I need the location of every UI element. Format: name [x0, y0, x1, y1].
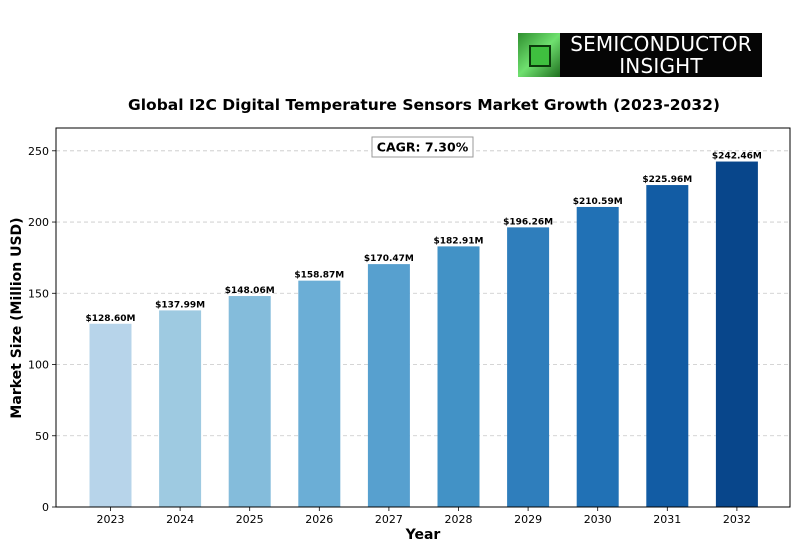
x-axis-label: Year — [405, 527, 441, 543]
bar-value-label: $148.06M — [225, 286, 275, 296]
x-tick-label: 2028 — [445, 513, 473, 526]
x-tick-label: 2030 — [584, 513, 612, 526]
y-tick-label: 150 — [28, 287, 49, 300]
y-tick-label: 200 — [28, 216, 49, 229]
y-tick-label: 0 — [42, 501, 49, 514]
y-tick-label: 100 — [28, 359, 49, 372]
x-tick-label: 2027 — [375, 513, 403, 526]
x-tick-label: 2031 — [653, 513, 681, 526]
logo-text: SEMICONDUCTOR INSIGHT — [562, 33, 760, 77]
x-tick-label: 2023 — [97, 513, 125, 526]
x-tick-label: 2024 — [166, 513, 194, 526]
semiconductor-insight-logo: SEMICONDUCTOR INSIGHT — [518, 33, 762, 77]
y-tick-label: 250 — [28, 145, 49, 158]
bar-value-labels: $128.60M $137.99M $148.06M $158.87M $170.47M… — [86, 152, 762, 324]
x-axis-ticks: 2023 2024 2025 2026 2027 2028 2029 2030 2031 2032 — [97, 507, 751, 526]
logo-line-1: SEMICONDUCTOR — [570, 32, 752, 56]
y-axis-label: Market Size (Million USD) — [9, 217, 25, 418]
y-tick-label: 50 — [35, 430, 49, 443]
bar-value-label: $242.46M — [712, 152, 762, 162]
bar-value-label: $225.96M — [642, 175, 692, 185]
bar-2030 — [576, 206, 619, 507]
bar-2025 — [228, 296, 271, 507]
bar-2028 — [437, 246, 480, 507]
bar-2031 — [646, 185, 689, 507]
cagr-annotation: CAGR: 7.30% — [371, 136, 474, 158]
bar-value-label: $210.59M — [573, 197, 623, 207]
x-tick-label: 2025 — [236, 513, 264, 526]
bar-value-label: $182.91M — [434, 236, 484, 246]
bar-2024 — [159, 310, 202, 507]
bar-2023 — [89, 323, 132, 507]
logo-line-2: INSIGHT — [619, 54, 703, 78]
y-axis-ticks: 0 50 100 150 200 250 — [28, 145, 56, 514]
bar-value-label: $128.60M — [86, 314, 136, 324]
bars — [89, 161, 758, 507]
chart-title: Global I2C Digital Temperature Sensors M… — [128, 96, 720, 114]
bar-2027 — [367, 264, 410, 507]
bar-2026 — [298, 280, 341, 507]
x-tick-label: 2026 — [305, 513, 333, 526]
bar-value-label: $170.47M — [364, 254, 414, 264]
bar-2032 — [715, 161, 758, 507]
bar-2029 — [507, 227, 550, 507]
bar-value-label: $158.87M — [294, 271, 344, 281]
chip-icon — [518, 33, 560, 77]
bar-value-label: $196.26M — [503, 217, 553, 227]
cagr-text: CAGR: 7.30% — [377, 140, 469, 155]
x-tick-label: 2032 — [723, 513, 751, 526]
x-tick-label: 2029 — [514, 513, 542, 526]
plot-frame — [55, 127, 791, 508]
bar-value-label: $137.99M — [155, 300, 205, 310]
